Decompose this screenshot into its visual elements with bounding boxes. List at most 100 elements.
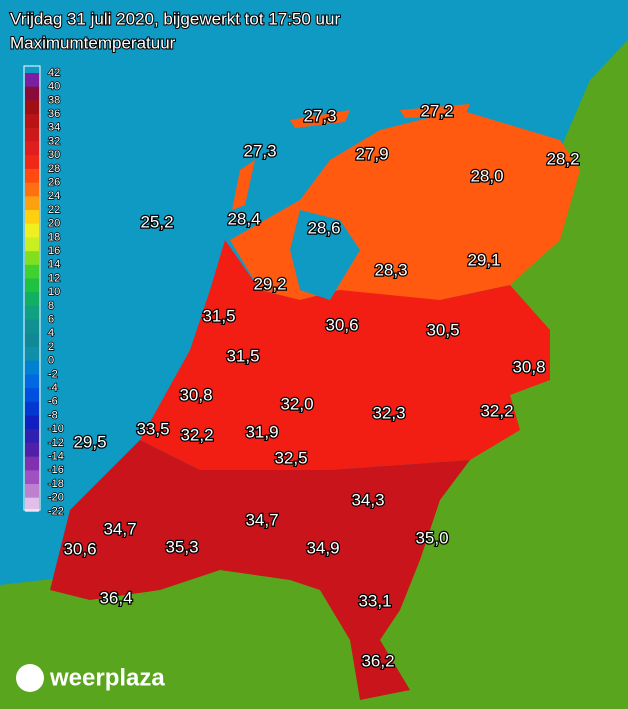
legend-swatch [25,100,39,115]
logo: weerplaza [49,664,165,691]
legend-swatch [25,278,39,293]
station-temperature: 32,2 [180,425,213,444]
legend-tick-label: -18 [48,478,64,490]
station-temperature: 34,3 [351,490,384,509]
station-temperature: 34,7 [245,510,278,529]
station-temperature: 29,5 [73,432,106,451]
legend-swatch [25,347,39,362]
station-temperature: 29,1 [467,250,500,269]
station-temperature: 33,5 [136,419,169,438]
station-temperature: 35,3 [165,537,198,556]
region-middle [140,240,550,470]
legend-swatch [25,401,39,416]
legend-tick-label: 32 [48,135,60,147]
station-temperature: 35,0 [415,528,448,547]
legend-swatch [25,415,39,430]
station-temperature: 31,9 [245,422,278,441]
legend-swatch [25,442,39,458]
legend-swatch [25,319,39,334]
legend-swatch [25,251,39,266]
legend-tick-label: 10 [48,286,60,298]
legend-tick-label: -16 [48,464,64,476]
legend-tick-label: 8 [48,300,54,312]
legend-swatch [25,388,39,403]
legend-swatch [25,374,39,389]
legend-swatch [25,333,39,348]
legend-tick-label: 28 [48,163,60,175]
stations: 27,3 27,2 27,3 27,9 28,2 28,0 25,2 28,4 28,6 28,3… [62,100,581,672]
legend-swatch [25,196,39,211]
legend-swatch [25,305,39,321]
legend-frame [23,65,41,511]
legend-tick-label: -22 [48,505,64,517]
station-temperature: 28,2 [546,149,579,168]
legend-tick-label: -6 [48,396,58,408]
station-temperature: 30,6 [63,539,96,558]
station-temperature: 25,2 [140,212,173,231]
station-temperature: 30,8 [179,385,212,404]
station-temperature: 32,0 [280,394,313,413]
station-temperature: 27,3 [303,106,336,125]
legend-tick-label: 40 [48,81,60,93]
legend-swatch [25,237,39,252]
legend-swatch [25,360,39,375]
station-temperature: 28,6 [307,218,340,237]
station-temperature: 28,4 [227,209,260,228]
legend-swatch [25,470,39,485]
legend-tick-label: 12 [48,272,60,284]
legend-tick-label: 34 [48,122,60,134]
station-temperature: 32,5 [274,448,307,467]
legend-swatch [25,127,39,142]
legend-tick-label: -20 [48,492,64,504]
subtitle: Maximumtemperatuur [10,33,176,52]
legend-tick-label: 38 [48,94,60,106]
legend-tick-label: 22 [48,204,60,216]
legend-swatch [25,223,39,238]
legend: 424038363432302826242220181614121086420-… [23,65,65,518]
station-temperature: 30,5 [426,320,459,339]
legend-swatch [25,168,39,184]
legend-swatch [25,182,39,197]
logo-icon [16,664,44,692]
station-temperature: 31,5 [202,306,235,325]
station-temperature: 31,5 [226,346,259,365]
legend-tick-label: 36 [48,108,60,120]
station-temperature: 30,8 [512,357,545,376]
station-temperature: 27,3 [243,141,276,160]
station-temperature: 34,7 [103,519,136,538]
legend-tick-label: -2 [48,368,58,380]
legend-swatch [25,484,39,499]
station-temperature: 27,2 [420,101,453,120]
islands [232,104,470,210]
legend-tick-label: 16 [48,245,60,257]
legend-tick-label: 42 [48,67,60,79]
legend-swatch [25,292,39,307]
station-temperature: 28,0 [470,166,503,185]
legend-tick-label: -12 [48,437,64,449]
legend-tick-label: -14 [48,451,64,463]
legend-swatch [25,141,39,156]
legend-swatch [25,155,39,170]
legend-tick-label: -8 [48,409,58,421]
station-temperature: 33,1 [358,591,391,610]
station-temperature: 27,9 [355,144,388,163]
legend-tick-label: 4 [48,327,54,339]
legend-swatch [25,73,39,88]
legend-tick-label: 26 [48,177,60,189]
legend-tick-label: 24 [48,190,60,202]
station-temperature: 29,2 [253,274,286,293]
legend-tick-label: 2 [48,341,54,353]
station-temperature: 28,3 [374,260,407,279]
legend-tick-label: 6 [48,314,54,326]
station-temperature: 30,6 [325,315,358,334]
region-south [50,440,470,700]
lake [290,210,360,300]
station-temperature: 32,2 [480,401,513,420]
legend-tick-label: 30 [48,149,60,161]
legend-tick-label: -10 [48,423,64,435]
station-temperature: 32,3 [372,403,405,422]
title: Vrijdag 31 juli 2020, bijgewerkt tot 17:… [10,9,340,28]
legend-swatch [25,210,39,225]
